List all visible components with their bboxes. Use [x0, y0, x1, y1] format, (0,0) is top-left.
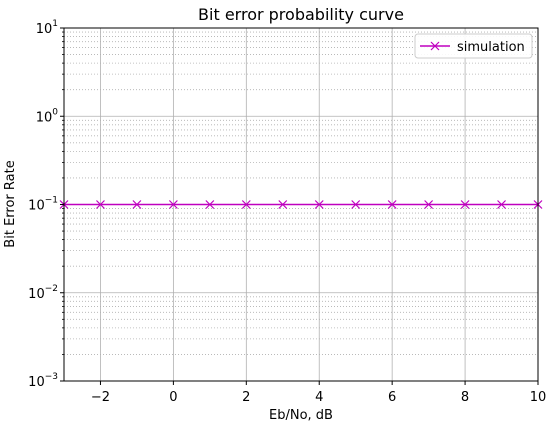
y-tick-label: 10−3 [28, 372, 58, 390]
x-tick-label: 10 [530, 390, 547, 405]
data-point [497, 200, 506, 209]
chart-title: Bit error probability curve [198, 5, 404, 24]
data-point [387, 200, 397, 209]
data-point [460, 200, 470, 209]
y-tick-label: 100 [36, 107, 59, 125]
x-tick-label: 8 [461, 390, 469, 405]
legend-box [414, 33, 533, 59]
x-axis-label: Eb/No, dB [269, 408, 333, 423]
y-axis: 10−3 10−2 10−1 100 101 [28, 19, 64, 390]
data-point [205, 200, 215, 209]
data-point [168, 200, 178, 209]
data-point [424, 200, 434, 209]
x-tick-label: 2 [242, 390, 250, 405]
y-axis-label: Bit Error Rate [3, 160, 18, 247]
legend: simulation [414, 33, 533, 59]
data-point [241, 200, 251, 209]
y-tick-label: 10−1 [28, 196, 58, 214]
x-tick-label: 0 [169, 390, 177, 405]
y-tick-label: 101 [36, 19, 58, 37]
x-tick-label: −2 [91, 390, 110, 405]
data-point [278, 200, 288, 209]
legend-marker [430, 41, 440, 51]
data-point [132, 200, 142, 209]
grid [64, 27, 539, 382]
y-tick-label: 10−2 [28, 284, 58, 302]
x-axis: −2 0 2 4 6 8 10 [91, 381, 546, 405]
series-layer [59, 200, 543, 209]
data-point [351, 200, 361, 209]
x-tick-label: 6 [388, 390, 396, 405]
legend-label: simulation [457, 40, 525, 55]
x-tick-label: 4 [315, 390, 323, 405]
data-point [96, 200, 105, 209]
data-point [314, 200, 324, 209]
